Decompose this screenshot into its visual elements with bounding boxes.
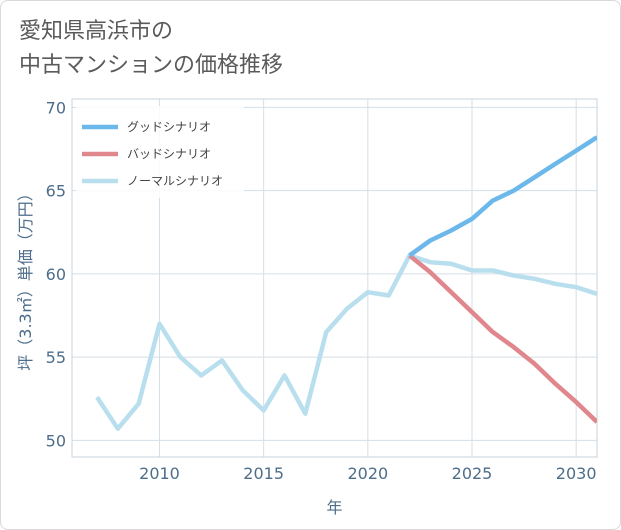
y-tick-label: 65 [46, 182, 66, 201]
series-line-2 [95, 253, 597, 431]
x-tick-label: 2015 [243, 464, 284, 483]
x-tick-label: 2030 [556, 464, 597, 483]
x-axis-title: 年 [326, 498, 342, 517]
y-tick-label: 50 [46, 431, 66, 450]
legend-label: バッドシナリオ [127, 147, 211, 161]
chart-title: 愛知県高浜市の 中古マンションの価格推移 [19, 19, 284, 78]
series-line-1 [408, 253, 597, 424]
y-tick-label: 70 [46, 98, 66, 117]
y-axis-title: 坪（3.3㎡）単価（万円） [16, 185, 35, 370]
tick-labels: 2010 2015 2020 2025 2030 50 55 60 65 70 [46, 98, 597, 483]
y-tick-label: 55 [46, 348, 66, 367]
legend-label: ノーマルシナリオ [127, 174, 223, 188]
series-lines [95, 135, 597, 431]
y-tick-label: 60 [46, 265, 66, 284]
plot-area-border [71, 98, 598, 458]
x-tick-label: 2020 [347, 464, 388, 483]
series-line-0 [408, 135, 597, 258]
x-tick-label: 2010 [139, 464, 180, 483]
legend-label: グッドシナリオ [127, 120, 211, 134]
x-tick-label: 2025 [452, 464, 493, 483]
